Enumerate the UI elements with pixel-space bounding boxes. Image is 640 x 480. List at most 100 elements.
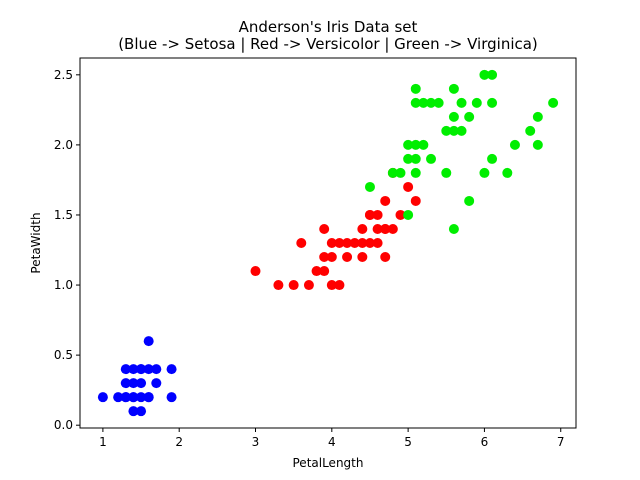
data-point	[418, 97, 429, 108]
data-point	[319, 223, 330, 234]
y-tick-label: 2.0	[54, 138, 73, 152]
data-point	[136, 364, 147, 375]
scatter-points-layer	[97, 69, 559, 417]
data-point	[403, 181, 414, 192]
data-point	[372, 209, 383, 220]
data-point	[479, 167, 490, 178]
x-tick-label: 4	[328, 435, 336, 449]
x-tick-label: 5	[404, 435, 412, 449]
data-point	[357, 238, 368, 248]
data-point	[426, 153, 437, 164]
data-point	[471, 97, 482, 108]
chart-title-line-2: (Blue -> Setosa | Red -> Versicolor | Gr…	[118, 35, 538, 53]
data-point	[136, 406, 147, 417]
data-point	[166, 392, 177, 403]
data-point	[441, 125, 452, 136]
data-point	[479, 69, 490, 80]
data-point	[334, 280, 345, 291]
x-tick-label: 3	[252, 435, 260, 449]
data-point	[166, 364, 177, 375]
data-point	[387, 223, 398, 234]
data-point	[403, 209, 414, 220]
y-tick-label: 0.0	[54, 418, 73, 432]
data-point	[487, 69, 498, 80]
x-tick-label: 1	[99, 435, 107, 449]
data-point	[502, 167, 513, 178]
data-point	[296, 238, 307, 248]
data-point	[113, 392, 124, 403]
data-point	[410, 139, 421, 150]
data-point	[143, 336, 154, 347]
data-point	[136, 378, 147, 389]
data-point	[326, 252, 337, 263]
data-point	[334, 238, 345, 248]
data-point	[372, 238, 383, 248]
data-point	[380, 252, 391, 263]
data-point	[128, 406, 139, 417]
data-point	[448, 223, 459, 234]
data-point	[433, 97, 444, 108]
data-point	[380, 195, 391, 206]
data-point	[403, 153, 414, 164]
data-point	[120, 378, 131, 389]
y-axis-ticks: 0.0 0.5 1.0 1.5 2.0 2.5	[54, 68, 80, 432]
y-tick-label: 2.5	[54, 68, 73, 82]
data-point	[532, 111, 543, 122]
data-point	[403, 139, 414, 150]
data-point	[349, 238, 360, 248]
data-point	[426, 97, 437, 108]
y-axis-label: PetaWidth	[29, 212, 43, 273]
data-point	[532, 139, 543, 150]
data-point	[342, 252, 353, 263]
data-point	[395, 209, 406, 220]
data-point	[128, 364, 139, 375]
data-point	[410, 97, 421, 108]
data-point	[364, 238, 375, 248]
x-axis-label: PetalLength	[293, 456, 364, 470]
data-point	[456, 97, 467, 108]
x-tick-label: 2	[175, 435, 183, 449]
data-point	[448, 83, 459, 94]
data-point	[525, 125, 536, 136]
data-point	[326, 280, 337, 291]
y-tick-label: 1.0	[54, 278, 73, 292]
data-point	[97, 392, 108, 403]
data-point	[456, 125, 467, 136]
x-axis-ticks: 1 2 3 4 5 6 7	[99, 428, 565, 449]
y-tick-label: 0.5	[54, 348, 73, 362]
data-point	[120, 392, 131, 403]
data-point	[410, 195, 421, 206]
data-point	[288, 280, 299, 291]
data-point	[464, 195, 475, 206]
data-point	[410, 83, 421, 94]
plot-area-frame	[79, 57, 577, 429]
data-point	[464, 111, 475, 122]
data-point	[311, 266, 322, 277]
x-tick-label: 6	[481, 435, 489, 449]
data-point	[487, 153, 498, 164]
data-point	[319, 266, 330, 277]
data-point	[319, 252, 330, 263]
data-point	[364, 181, 375, 192]
data-point	[128, 392, 139, 403]
data-point	[548, 97, 559, 108]
data-point	[326, 238, 337, 248]
data-point	[128, 378, 139, 389]
data-point	[151, 364, 162, 375]
data-point	[441, 167, 452, 178]
data-point	[303, 280, 314, 291]
data-point	[487, 97, 498, 108]
data-point	[410, 153, 421, 164]
data-point	[509, 139, 520, 150]
y-tick-label: 1.5	[54, 208, 73, 222]
data-point	[136, 392, 147, 403]
data-point	[357, 252, 368, 263]
data-point	[448, 111, 459, 122]
x-tick-label: 7	[557, 435, 565, 449]
data-point	[151, 378, 162, 389]
data-point	[410, 167, 421, 178]
data-point	[143, 392, 154, 403]
data-point	[418, 139, 429, 150]
data-point	[120, 364, 131, 375]
